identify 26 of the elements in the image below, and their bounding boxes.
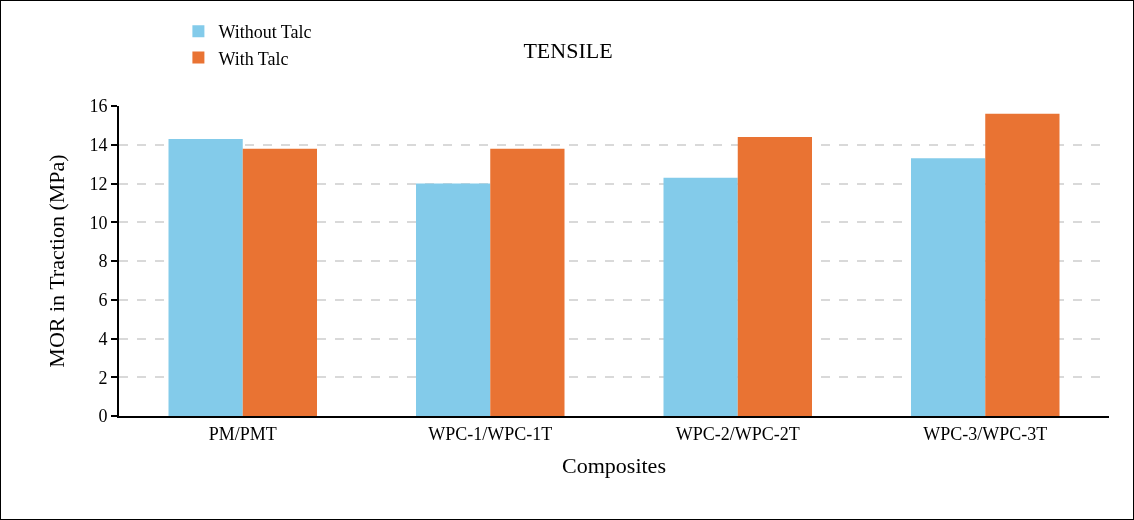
y-tick-label: 0 — [98, 406, 108, 427]
chart-title: TENSILE — [523, 38, 613, 63]
bar — [737, 137, 812, 416]
x-tick-label: WPC-3/WPC-3T — [923, 423, 1048, 444]
y-tick-label: 14 — [89, 135, 108, 156]
x-tick-label: WPC-2/WPC-2T — [675, 423, 800, 444]
bar — [985, 113, 1060, 416]
y-tick-label: 10 — [89, 212, 108, 233]
legend-label: With Talc — [218, 48, 289, 69]
bar — [490, 148, 565, 416]
y-tick-label: 6 — [98, 290, 108, 311]
x-axis-title: Composites — [562, 453, 666, 478]
y-tick-label: 8 — [98, 251, 108, 272]
x-tick-label: PM/PMT — [208, 423, 277, 444]
bar — [242, 148, 317, 416]
y-tick-label: 2 — [98, 367, 108, 388]
bar — [168, 138, 243, 416]
bar — [911, 158, 986, 416]
x-tick-label: WPC-1/WPC-1T — [428, 423, 553, 444]
y-tick-label: 16 — [89, 96, 108, 117]
y-tick-label: 4 — [98, 328, 108, 349]
bar — [663, 177, 738, 416]
bar — [416, 183, 491, 416]
legend-label: Without Talc — [218, 22, 312, 43]
y-tick-label: 12 — [89, 173, 108, 194]
y-axis-title: MOR in Traction (MPa) — [44, 154, 69, 368]
